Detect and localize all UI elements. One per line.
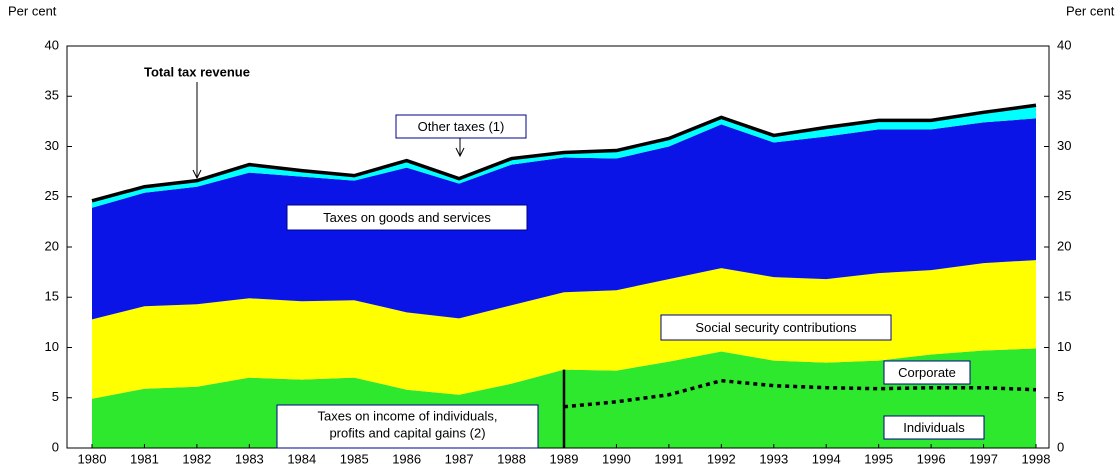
x-tick-label: 1987	[445, 451, 474, 466]
x-tick-label: 1994	[812, 451, 841, 466]
y2-tick-label: 10	[1057, 339, 1071, 354]
x-tick-label: 1991	[654, 451, 683, 466]
x-tick-label: 1982	[182, 451, 211, 466]
x-tick-label: 1998	[1022, 451, 1051, 466]
goods-services-label: Taxes on goods and services	[323, 210, 491, 225]
individuals-label: Individuals	[903, 420, 965, 435]
x-tick-label: 1990	[602, 451, 631, 466]
total-label: Total tax revenue	[144, 64, 250, 79]
y-tick-label: 25	[45, 188, 59, 203]
income-label: profits and capital gains (2)	[329, 425, 485, 440]
y-tick-label: 5	[52, 389, 59, 404]
arrow-head	[192, 169, 202, 180]
y2-tick-label: 40	[1057, 37, 1071, 52]
x-tick-label: 1993	[759, 451, 788, 466]
y2-tick-label: 25	[1057, 188, 1071, 203]
y-tick-label: 10	[45, 339, 59, 354]
x-tick-label: 1996	[917, 451, 946, 466]
x-tick-label: 1980	[78, 451, 107, 466]
y2-axis-label: Per cent	[1066, 3, 1115, 18]
x-tick-label: 1988	[497, 451, 526, 466]
total-line	[91, 103, 1037, 203]
corporate-label: Corporate	[898, 365, 956, 380]
social-security-label: Social security contributions	[695, 320, 857, 335]
y-tick-label: 20	[45, 238, 59, 253]
x-tick-label: 1981	[130, 451, 159, 466]
x-tick-label: 1983	[235, 451, 264, 466]
x-tick-label: 1995	[864, 451, 893, 466]
area	[92, 260, 1036, 399]
x-tick-label: 1985	[340, 451, 369, 466]
y-tick-label: 40	[45, 37, 59, 52]
y2-tick-label: 35	[1057, 88, 1071, 103]
y-tick-label: 30	[45, 138, 59, 153]
y2-tick-label: 0	[1057, 439, 1064, 454]
other-taxes-label-box	[395, 114, 527, 139]
arrow-head	[455, 147, 465, 158]
y2-tick-label: 5	[1057, 389, 1064, 404]
y-tick-label: 15	[45, 289, 59, 304]
income-label: Taxes on income of individuals,	[318, 408, 498, 423]
y2-tick-label: 15	[1057, 289, 1071, 304]
x-tick-label: 1989	[550, 451, 579, 466]
y2-tick-label: 20	[1057, 238, 1071, 253]
y2-tick-label: 30	[1057, 138, 1071, 153]
x-tick-label: 1997	[969, 451, 998, 466]
individuals-label-box	[883, 415, 985, 440]
x-tick-label: 1992	[707, 451, 736, 466]
social-security-label-box	[660, 314, 892, 341]
area	[92, 105, 1036, 208]
x-tick-label: 1984	[287, 451, 316, 466]
area	[92, 118, 1036, 320]
corporate-label-box	[883, 360, 971, 385]
other-taxes-label: Other taxes (1)	[418, 119, 505, 134]
goods-services-label-box	[286, 204, 528, 231]
y-tick-label: 0	[52, 439, 59, 454]
x-tick-label: 1986	[392, 451, 421, 466]
y-tick-label: 35	[45, 88, 59, 103]
y-axis-label: Per cent	[8, 3, 57, 18]
income-label-box	[276, 404, 539, 449]
